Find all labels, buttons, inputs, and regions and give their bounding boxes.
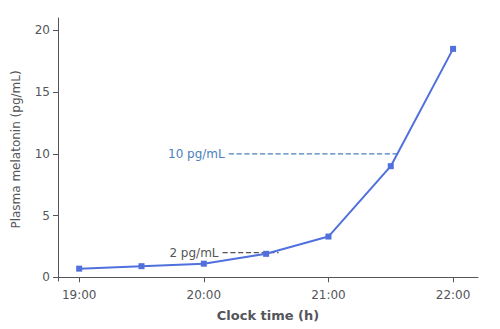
svg-text:0: 0 — [42, 270, 50, 284]
svg-text:19:00: 19:00 — [62, 288, 97, 302]
svg-text:Plasma melatonin (pg/mL): Plasma melatonin (pg/mL) — [9, 70, 23, 228]
svg-text:15: 15 — [35, 85, 50, 99]
svg-text:10 pg/mL: 10 pg/mL — [168, 147, 225, 161]
svg-text:5: 5 — [42, 209, 50, 223]
svg-text:2 pg/mL: 2 pg/mL — [169, 246, 218, 260]
svg-text:22:00: 22:00 — [436, 288, 471, 302]
svg-text:20: 20 — [35, 23, 50, 37]
svg-text:Clock time (h): Clock time (h) — [217, 308, 320, 323]
svg-text:20:00: 20:00 — [187, 288, 222, 302]
svg-text:10: 10 — [35, 147, 50, 161]
svg-text:21:00: 21:00 — [311, 288, 346, 302]
